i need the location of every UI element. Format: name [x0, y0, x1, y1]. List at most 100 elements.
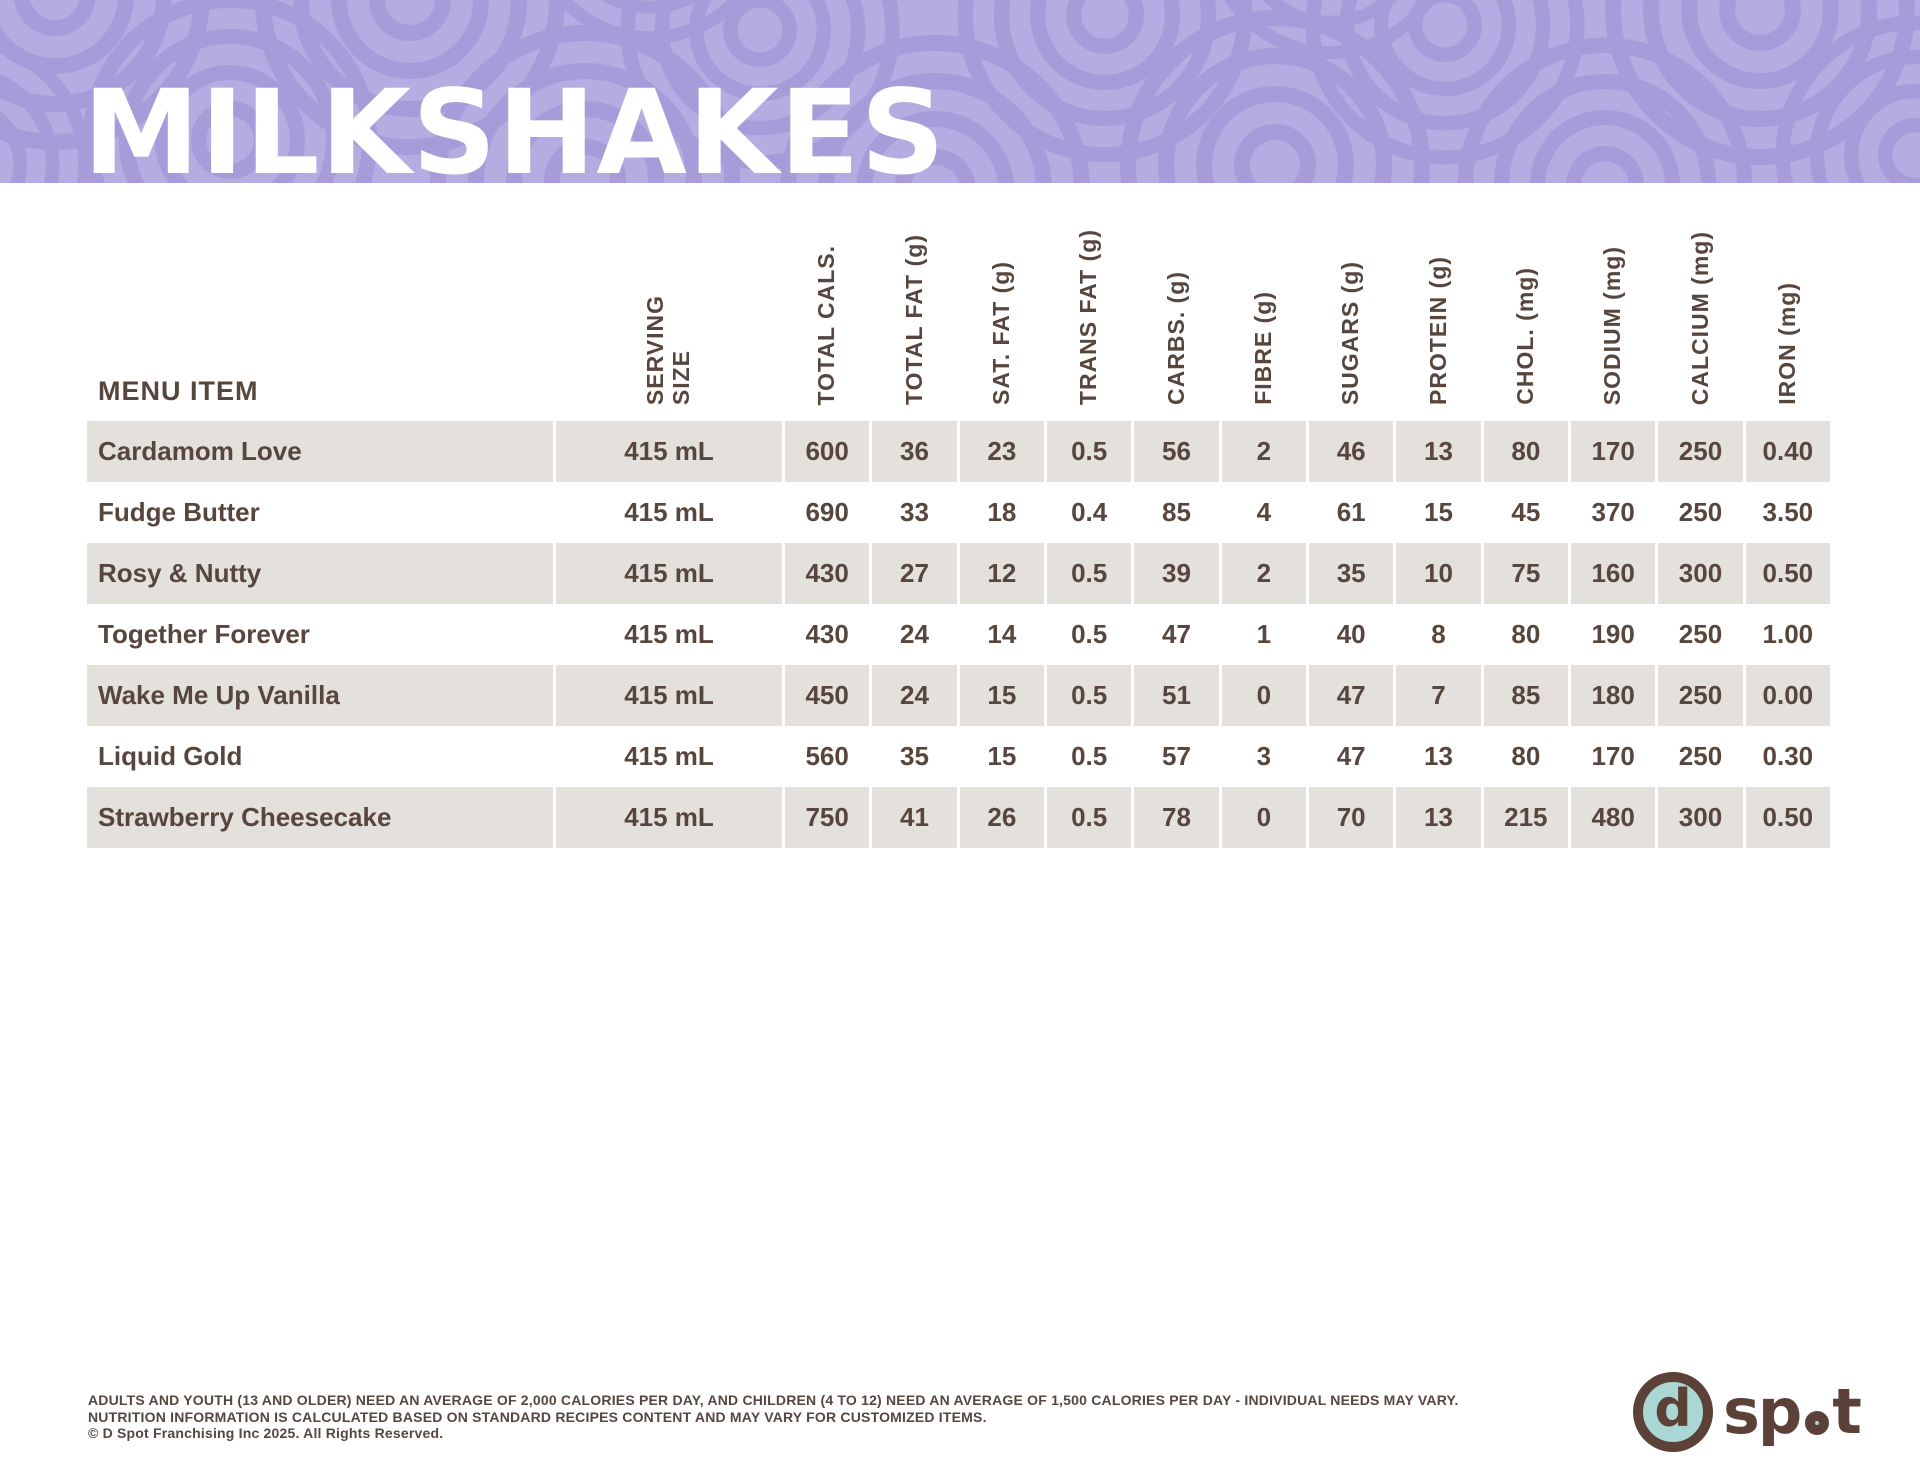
table-cell: 2 — [1221, 543, 1306, 604]
table-cell: 2 — [1221, 421, 1306, 482]
table-cell: 35 — [1309, 543, 1394, 604]
table-header-row: MENU ITEM SERVING SIZE TOTAL CALS. TOTAL F… — [87, 183, 1830, 421]
table-cell: 1.00 — [1762, 619, 1814, 649]
table-body: Cardamom Love 415 mL 600 36 23 0.5 56 2 46 13 80 17… — [87, 421, 1830, 848]
column-header: TOTAL FAT (g) — [872, 234, 956, 421]
nutrition-table: MENU ITEM SERVING SIZE TOTAL CALS. TOTAL F… — [87, 183, 1830, 848]
table-cell: 15 — [959, 665, 1044, 726]
menu-item-name: Liquid Gold — [98, 741, 243, 771]
table-cell: 78 — [1134, 787, 1219, 848]
table-cell: 415 mL — [624, 741, 714, 771]
calorie-disclaimer: ADULTS AND YOUTH (13 AND OLDER) NEED AN … — [88, 1392, 1459, 1408]
table-cell: 300 — [1658, 543, 1743, 604]
table-cell: 0 — [1221, 665, 1306, 726]
table-cell: 0.5 — [1071, 619, 1108, 649]
table-cell: 24 — [872, 665, 957, 726]
column-header: TRANS FAT (g) — [1047, 229, 1131, 421]
table-cell: 36 — [872, 421, 957, 482]
menu-item-name: Together Forever — [98, 619, 310, 649]
column-header: PROTEIN (g) — [1396, 256, 1480, 421]
table-cell: 0.5 — [1047, 787, 1132, 848]
column-header-label: SUGARS (g) — [1337, 260, 1364, 405]
table-cell: 14 — [987, 619, 1017, 649]
column-header-label: SAT. FAT (g) — [987, 260, 1014, 405]
table-cell: 15 — [987, 741, 1017, 771]
menu-item-name: Wake Me Up Vanilla — [87, 665, 553, 726]
menu-item-name: Cardamom Love — [87, 421, 553, 482]
table-cell: 215 — [1483, 787, 1568, 848]
table-cell: 250 — [1658, 665, 1743, 726]
table-cell: 560 — [805, 741, 849, 771]
column-header: IRON (mg) — [1746, 282, 1830, 421]
table-cell: 47 — [1309, 665, 1394, 726]
table-cell: 300 — [1658, 787, 1743, 848]
table-cell: 8 — [1431, 619, 1446, 649]
table-cell: 415 mL — [556, 665, 782, 726]
table-cell: 75 — [1483, 543, 1568, 604]
table-cell: 4 — [1256, 497, 1272, 527]
table-cell: 600 — [785, 421, 870, 482]
column-header-label: CALCIUM (mg) — [1686, 230, 1713, 405]
table-cell: 0.4 — [1071, 497, 1108, 527]
table-cell: 27 — [872, 543, 957, 604]
column-header-label: TOTAL FAT (g) — [900, 234, 927, 405]
table-cell: 250 — [1678, 619, 1723, 649]
table-row: Wake Me Up Vanilla 415 mL 450 24 15 0.5 51 0 47 7… — [87, 665, 1830, 726]
table-cell: 0.50 — [1745, 543, 1830, 604]
menu-item-name: Strawberry Cheesecake — [87, 787, 553, 848]
table-row: Liquid Gold 415 mL 560 35 15 0.5 57 3 47 13 80 170 2… — [87, 726, 1830, 787]
logo-word-start: sp — [1723, 1374, 1802, 1448]
table-cell: 80 — [1483, 421, 1568, 482]
table-cell: 12 — [959, 543, 1044, 604]
table-cell: 250 — [1658, 421, 1743, 482]
page-title: MILKSHAKES — [83, 64, 946, 183]
table-cell: 41 — [872, 787, 957, 848]
logo-wordmark: sp t — [1723, 1374, 1862, 1448]
table-cell: 80 — [1511, 619, 1541, 649]
table-cell: 47 — [1162, 619, 1191, 649]
logo-word-end: t — [1832, 1374, 1862, 1448]
table-cell: 15 — [1424, 497, 1453, 527]
column-header-label: PROTEIN (g) — [1424, 256, 1451, 405]
page-header: MILKSHAKES — [0, 0, 1920, 183]
table-cell: 51 — [1134, 665, 1219, 726]
column-header-label: CHOL. (mg) — [1511, 267, 1538, 405]
table-cell: 18 — [987, 497, 1017, 527]
table-cell: 13 — [1396, 787, 1481, 848]
table-cell: 85 — [1162, 497, 1191, 527]
table-cell: 13 — [1396, 421, 1481, 482]
table-cell: 430 — [805, 619, 849, 649]
table-cell: 85 — [1483, 665, 1568, 726]
table-row: Fudge Butter 415 mL 690 33 18 0.4 85 4 61 15 45 370… — [87, 482, 1830, 543]
table-cell: 40 — [1336, 619, 1366, 649]
table-cell: 370 — [1591, 497, 1635, 527]
table-cell: 0.40 — [1745, 421, 1830, 482]
table-cell: 430 — [785, 543, 870, 604]
menu-item-name: Fudge Butter — [98, 497, 260, 527]
column-header-label: CARBS. (g) — [1162, 271, 1189, 405]
column-header-label: IRON (mg) — [1773, 282, 1800, 405]
copyright-text: © D Spot Franchising Inc 2025. All Right… — [88, 1425, 444, 1441]
table-row: Strawberry Cheesecake 415 mL 750 41 26 0.5 78 0… — [87, 787, 1830, 848]
table-cell: 56 — [1134, 421, 1219, 482]
table-cell: 0.5 — [1047, 543, 1132, 604]
table-cell: 33 — [900, 497, 929, 527]
table-cell: 3.50 — [1762, 497, 1814, 527]
table-cell: 170 — [1571, 421, 1656, 482]
column-header: SERVING SIZE — [556, 295, 782, 421]
table-cell: 7 — [1396, 665, 1481, 726]
column-header: TOTAL CALS. — [785, 245, 869, 422]
column-header: CALCIUM (mg) — [1658, 231, 1742, 421]
table-cell: 1 — [1256, 619, 1272, 649]
table-cell: 46 — [1309, 421, 1394, 482]
table-cell: 250 — [1678, 741, 1723, 771]
table-cell: 0.30 — [1762, 741, 1814, 771]
table-cell: 35 — [900, 741, 929, 771]
table-cell: 0 — [1221, 787, 1306, 848]
table-cell: 13 — [1424, 741, 1453, 771]
column-header-label: SODIUM (mg) — [1599, 245, 1626, 405]
table-cell: 415 mL — [556, 543, 782, 604]
table-cell: 0.5 — [1047, 421, 1132, 482]
menu-item-name: Rosy & Nutty — [87, 543, 553, 604]
table-cell: 415 mL — [624, 619, 714, 649]
